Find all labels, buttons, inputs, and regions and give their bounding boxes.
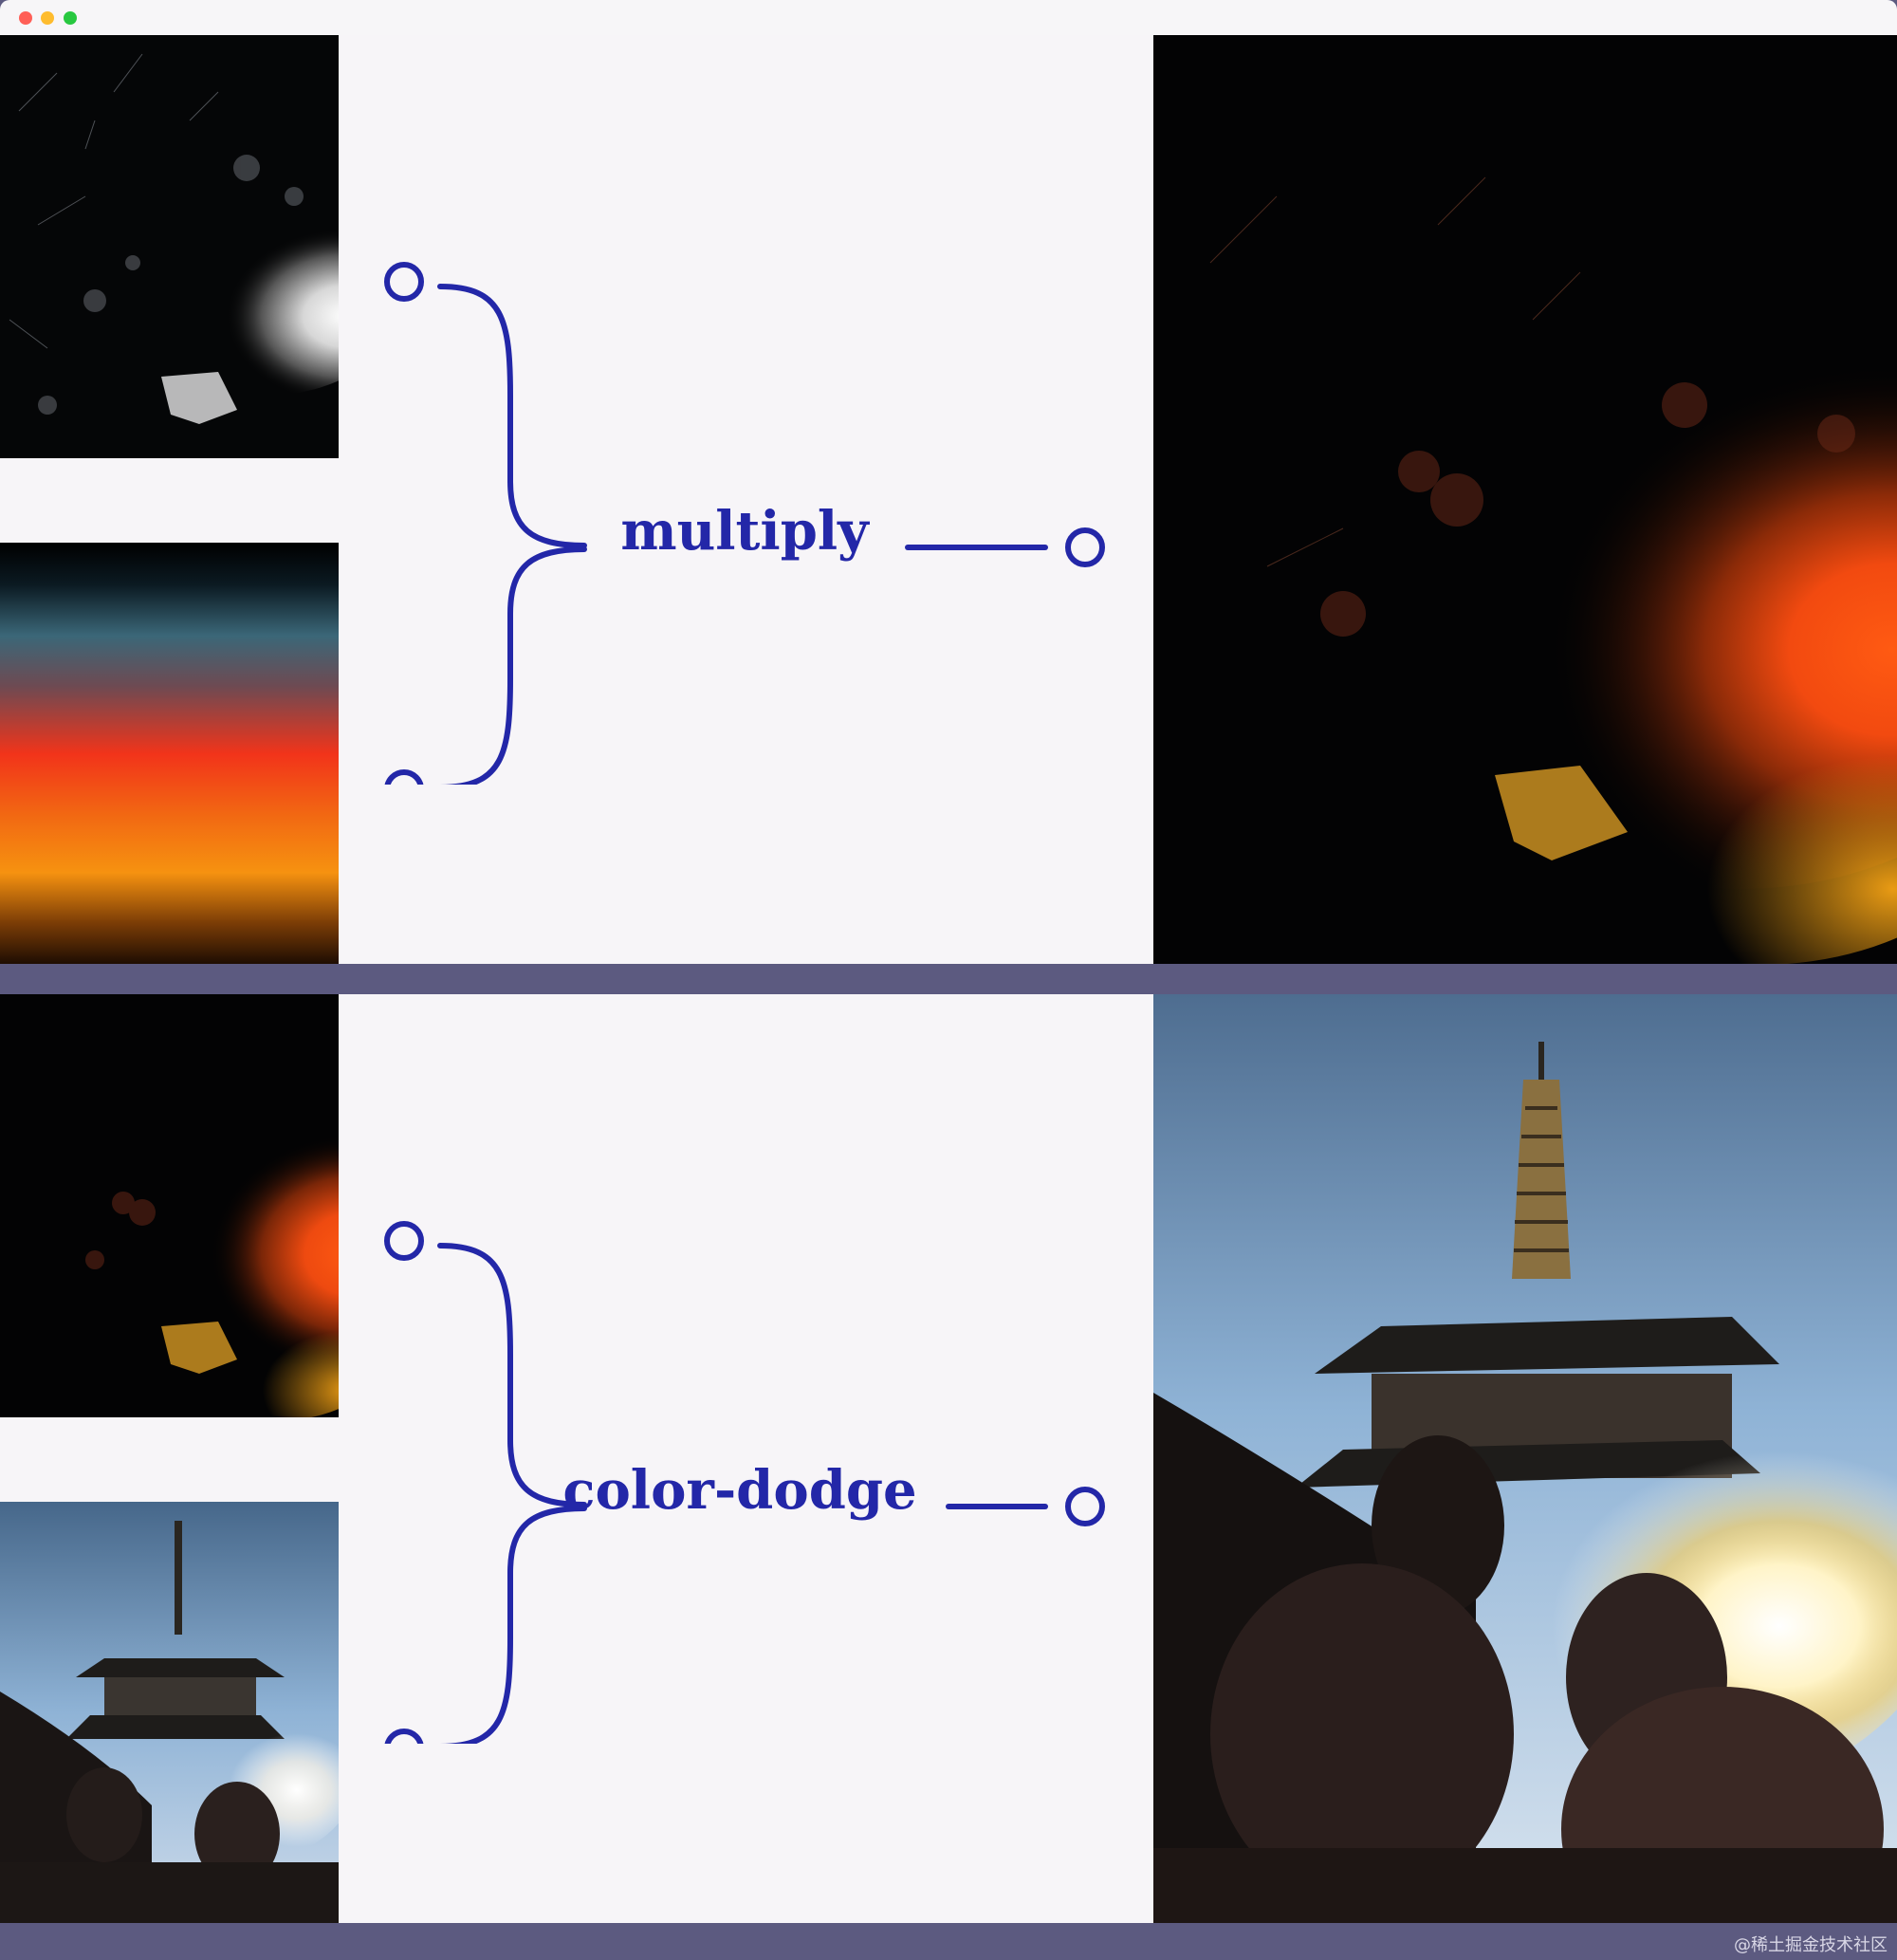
output-multiply-result — [1153, 35, 1897, 964]
output-node — [1065, 1487, 1105, 1526]
color-dodge-diagram: color-dodge — [0, 994, 1897, 1923]
bracket-lower — [439, 546, 587, 785]
input-dust-texture — [0, 35, 339, 458]
blend-mode-label: color-dodge — [562, 1459, 917, 1522]
multiply-diagram: multiply — [0, 35, 1897, 964]
input-pagoda-photo — [0, 1502, 339, 1923]
minimize-window-button[interactable] — [41, 11, 54, 25]
output-node — [1065, 527, 1105, 567]
bracket-lower — [439, 1506, 587, 1744]
window-titlebar — [0, 0, 1897, 35]
output-color-dodge-result — [1153, 994, 1897, 1923]
bracket-upper — [437, 284, 587, 548]
input-node-top — [384, 262, 424, 302]
blend-connector — [384, 1221, 1105, 1744]
input-node-bottom — [384, 769, 424, 785]
input-node-top — [384, 1221, 424, 1261]
blend-connector — [384, 262, 1105, 785]
blend-mode-label: multiply — [620, 500, 869, 563]
input-sunset-gradient — [0, 543, 339, 964]
close-window-button[interactable] — [19, 11, 32, 25]
zoom-window-button[interactable] — [64, 11, 77, 25]
watermark: @稀土掘金技术社区 — [1734, 1935, 1888, 1955]
input-orange-dust-texture — [0, 994, 339, 1417]
bracket-upper — [437, 1243, 587, 1507]
input-node-bottom — [384, 1729, 424, 1744]
